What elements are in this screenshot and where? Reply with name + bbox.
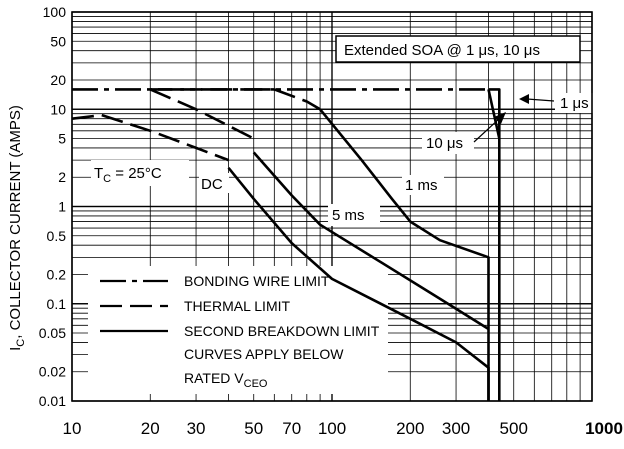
y-tick-label: 0.5 (47, 228, 67, 244)
x-tick-label: 30 (187, 419, 206, 438)
label-bg-1us (555, 93, 595, 113)
curves (71, 88, 501, 401)
y-tick-label: 20 (50, 72, 66, 88)
curve-solid-9 (227, 166, 490, 401)
annotation-1us: 1 μs (560, 95, 589, 112)
x-tick-label: 1000 (585, 419, 623, 438)
curve-solid-8 (252, 151, 490, 331)
annotation-dc: DC (201, 176, 223, 193)
legend-label-bonding: BONDING WIRE LIMIT (184, 273, 330, 289)
x-tick-labels: 10 20 30 50 70 100 200 300 500 1000 (63, 419, 623, 438)
arrow-1us-head (519, 94, 529, 104)
arrow-10us-head (494, 112, 506, 124)
x-tick-label: 70 (282, 419, 301, 438)
annotation-tc: TC = 25°C (94, 165, 162, 185)
curve-solid-7 (319, 108, 490, 401)
y-tick-label: 0.01 (39, 393, 66, 409)
y-tick-label: 50 (50, 33, 66, 49)
curve-solid-5 (488, 88, 501, 401)
y-tick-label: 100 (43, 4, 67, 20)
curve-long-dash-3 (149, 88, 255, 140)
annotation-5ms: 5 ms (332, 207, 365, 224)
x-tick-label: 10 (63, 419, 82, 438)
y-tick-label: 5 (58, 131, 66, 147)
x-tick-label: 20 (141, 419, 160, 438)
annotation-1ms: 1 ms (405, 177, 438, 194)
y-tick-label: 0.05 (39, 325, 66, 341)
arrow-10us-line (473, 117, 501, 143)
extended-soa-box (335, 35, 581, 63)
x-tick-label: 300 (442, 419, 470, 438)
label-bg-1ms (402, 175, 444, 195)
y-axis-label: IC, COLLECTOR CURRENT (AMPS) (7, 105, 27, 351)
x-tick-label: 200 (396, 419, 424, 438)
curve-long-dash-2 (273, 88, 321, 111)
x-tick-label: 50 (244, 419, 263, 438)
plot-frame (71, 11, 593, 402)
legend-note-line1: CURVES APPLY BELOW (184, 346, 344, 362)
annotation-10us: 10 μs (426, 135, 463, 152)
legend-label-second-breakdown: SECOND BREAKDOWN LIMIT (184, 323, 380, 339)
y-tick-label: 1 (58, 199, 66, 215)
legend-label-thermal: THERMAL LIMIT (184, 298, 290, 314)
y-tick-label: 0.2 (47, 266, 67, 282)
x-tick-label: 100 (318, 419, 346, 438)
y-tick-labels: 100 50 20 10 5 2 1 0.5 0.2 0.1 0.05 0.02 0.01 (39, 4, 66, 409)
label-bg-10us (422, 132, 474, 154)
curve-long-dash-4 (71, 113, 229, 162)
arrow-1us-line (526, 98, 555, 102)
legend: BONDING WIRE LIMIT THERMAL LIMIT SECOND … (100, 273, 380, 390)
y-tick-label: 10 (50, 101, 66, 117)
legend-note-line2: RATED VCEO (184, 370, 268, 390)
y-tick-label: 0.02 (39, 364, 66, 380)
label-bg-tc (91, 160, 189, 186)
label-bg-dc (199, 173, 229, 193)
label-bg-5ms (328, 204, 380, 226)
x-tick-label: 500 (500, 419, 528, 438)
annotation-extended-soa: Extended SOA @ 1 μs, 10 μs (344, 42, 540, 59)
curve-solid-6 (487, 89, 501, 139)
y-tick-label: 2 (58, 169, 66, 185)
y-tick-label: 0.1 (47, 296, 67, 312)
